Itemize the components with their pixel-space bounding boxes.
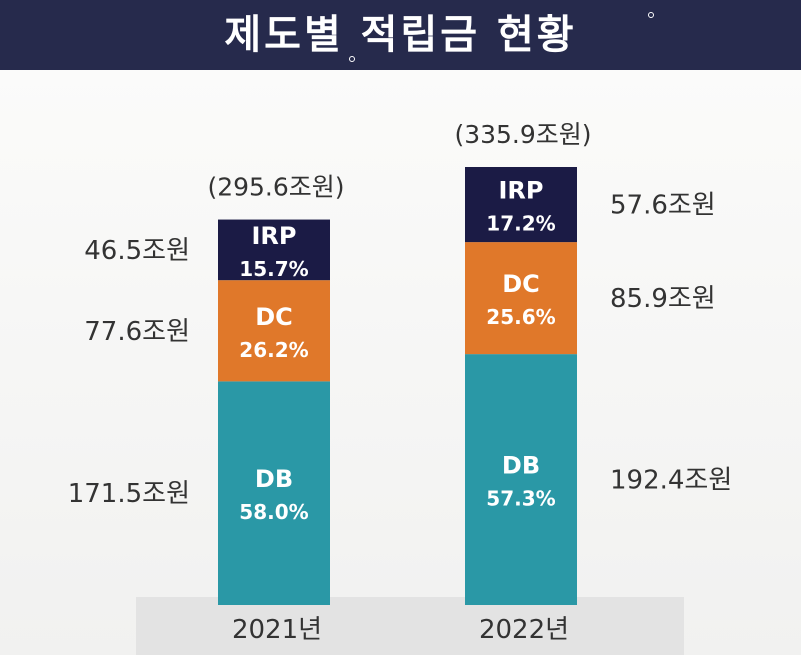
- segment-name-label: DC: [502, 270, 540, 298]
- segment-percent-label: 26.2%: [239, 338, 308, 362]
- category-label: 2022년: [479, 615, 569, 645]
- segment-value-label: 46.5조원: [84, 236, 190, 266]
- chart-title: 제도별 적립금 현황: [224, 12, 577, 58]
- title-bar: [0, 0, 801, 70]
- category-label: 2021년: [232, 615, 322, 645]
- bar-segment-db: [465, 354, 577, 605]
- segment-value-label: 57.6조원: [610, 191, 716, 221]
- segment-value-label: 192.4조원: [610, 466, 732, 496]
- segment-name-label: DC: [255, 303, 293, 331]
- total-label: (335.9조원): [454, 120, 591, 149]
- segment-value-label: 77.6조원: [84, 317, 190, 347]
- segment-name-label: IRP: [252, 222, 297, 250]
- segment-percent-label: 58.0%: [239, 500, 308, 524]
- bar-segment-irp: [465, 167, 577, 243]
- total-label: (295.6조원): [207, 173, 344, 202]
- bar-segment-db: [218, 381, 330, 605]
- bar-segment-dc: [465, 242, 577, 355]
- segment-percent-label: 57.3%: [486, 487, 555, 511]
- bar-segment-irp: [218, 219, 330, 281]
- bar-segment-dc: [218, 280, 330, 382]
- segment-value-label: 171.5조원: [68, 479, 190, 509]
- title-decoration-dot: [349, 56, 355, 62]
- segment-value-label: 85.9조원: [610, 284, 716, 314]
- segment-name-label: IRP: [499, 177, 544, 205]
- segment-percent-label: 15.7%: [239, 257, 308, 281]
- title-decoration-dot: [648, 12, 654, 18]
- segment-percent-label: 25.6%: [486, 305, 555, 329]
- segment-name-label: DB: [255, 465, 293, 493]
- segment-name-label: DB: [502, 452, 540, 480]
- chart-area: [0, 70, 801, 655]
- chart-floor: [136, 597, 684, 655]
- segment-percent-label: 17.2%: [486, 212, 555, 236]
